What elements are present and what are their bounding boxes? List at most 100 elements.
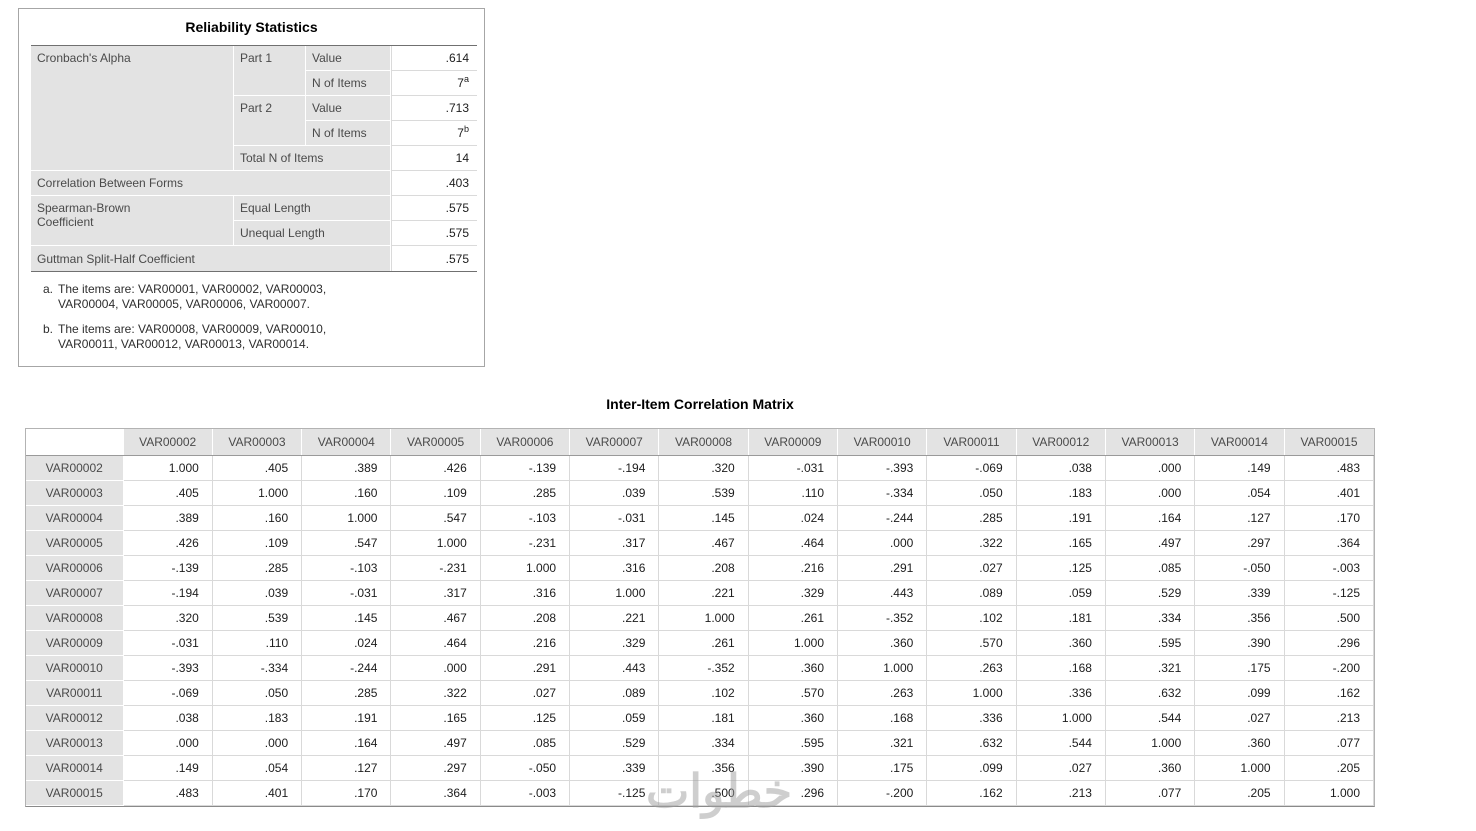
matrix-col-header: VAR00014 [1194, 429, 1285, 456]
matrix-cell: .296 [1283, 629, 1375, 656]
table-row: Part 2 Value .713 [31, 96, 477, 146]
matrix-cell: -.050 [1194, 554, 1285, 581]
matrix-cell: .000 [122, 729, 213, 756]
matrix-cell: .483 [1283, 454, 1375, 481]
matrix-cell: .405 [122, 479, 213, 506]
stat-value-number: 7 [457, 126, 464, 140]
stat-label-guttman: Guttman Split-Half Coefficient [31, 246, 391, 271]
footnote-b: b. The items are: VAR00008, VAR00009, VA… [43, 322, 474, 352]
matrix-cell: 1.000 [747, 629, 839, 656]
matrix-col-header: VAR00005 [390, 429, 481, 456]
matrix-row: VAR00009 -.031.110.024.464.216.329.261 1.0… [26, 629, 1375, 656]
matrix-body: VAR00002 1.000.405.389.426 -.139 -.194.320-… [26, 454, 1375, 806]
matrix-cell: 1.000 [1194, 754, 1285, 781]
matrix-cell: .389 [122, 504, 213, 531]
matrix-cell: .322 [390, 679, 481, 706]
stat-label-spearman-brown: Spearman-Brown Coefficient [31, 196, 234, 246]
matrix-cell: .221 [569, 604, 660, 631]
matrix-cell: .364 [390, 779, 481, 806]
stat-value-part1-value: .614 [391, 46, 477, 71]
matrix-cell: .360 [747, 654, 839, 681]
matrix-cell: .145 [658, 504, 749, 531]
matrix-row: VAR00011 -.069.050.285.322.027.089.102.57… [26, 679, 1375, 706]
stat-value-total-n: 14 [391, 146, 477, 171]
matrix-cell: -.139 [479, 454, 571, 481]
matrix-cell: .181 [658, 704, 749, 731]
matrix-cell: -.003 [1283, 554, 1375, 581]
matrix-cell: .168 [836, 704, 928, 731]
matrix-row-label: VAR00005 [26, 529, 124, 555]
matrix-row-label: VAR00009 [26, 629, 124, 655]
footnote-marker: b. [43, 322, 54, 336]
reliability-table: Cronbach's Alpha Part 1 Value .614 N of … [31, 45, 477, 272]
matrix-cell: -.194 [122, 579, 213, 606]
matrix-cell: -.231 [479, 529, 571, 556]
matrix-cell: .426 [390, 454, 481, 481]
matrix-cell: .050 [211, 679, 303, 706]
matrix-col-header: VAR00015 [1283, 429, 1374, 456]
matrix-cell: .497 [1104, 529, 1196, 556]
matrix-cell: 1.000 [926, 679, 1017, 706]
matrix-cell: .547 [390, 504, 481, 531]
matrix-cell: .339 [569, 754, 660, 781]
matrix-title: Inter-Item Correlation Matrix [606, 396, 794, 412]
matrix-row-label: VAR00014 [26, 754, 124, 780]
matrix-row: VAR00013.000.000.164.497.085.529.334.595… [26, 729, 1375, 756]
matrix-row: VAR00014.149.054.127.297 -.050.339.356.39… [26, 754, 1375, 781]
matrix-cell: .208 [479, 604, 571, 631]
matrix-cell: .321 [1104, 654, 1196, 681]
matrix-cell: .039 [211, 579, 303, 606]
matrix-row: VAR00003.405 1.000.160.109.285.039.539.11… [26, 479, 1375, 506]
matrix-cell: .322 [926, 529, 1017, 556]
matrix-row: VAR00006 -.139.285 -.103 -.231 1.000.316.208… [26, 554, 1375, 581]
stat-label-total-n: Total N of Items [234, 146, 391, 171]
stat-label-cronbach: Cronbach's Alpha [31, 46, 234, 171]
matrix-cell: -.352 [836, 604, 928, 631]
matrix-cell: .099 [1194, 679, 1285, 706]
matrix-cell: .168 [1015, 654, 1106, 681]
matrix-col-header: VAR00004 [301, 429, 391, 456]
table-row: Correlation Between Forms .403 [31, 171, 477, 196]
matrix-cell: .539 [211, 604, 303, 631]
matrix-cell: 1.000 [211, 479, 303, 506]
matrix-col-header: VAR00006 [479, 429, 570, 456]
matrix-cell: 1.000 [1104, 729, 1196, 756]
footnote-marker: a. [43, 282, 54, 296]
matrix-cell: -.031 [747, 454, 839, 481]
matrix-cell: .467 [390, 604, 481, 631]
matrix-col-header: VAR00007 [569, 429, 659, 456]
matrix-cell: .027 [1194, 704, 1285, 731]
matrix-col-header: VAR00012 [1015, 429, 1106, 456]
stat-value-equal-length: .575 [391, 196, 477, 221]
matrix-cell: .213 [1283, 704, 1375, 731]
matrix-cell: -.125 [569, 779, 660, 806]
matrix-cell: .497 [390, 729, 481, 756]
matrix-cell: 1.000 [658, 604, 749, 631]
matrix-cell: .205 [1283, 754, 1375, 781]
matrix-cell: .127 [1194, 504, 1285, 531]
matrix-cell: .320 [658, 454, 749, 481]
matrix-col-header: VAR00009 [747, 429, 838, 456]
matrix-cell: .110 [211, 629, 303, 656]
matrix-row-label: VAR00003 [26, 479, 124, 505]
matrix-cell: .329 [747, 579, 839, 606]
matrix-cell: .356 [1194, 604, 1285, 631]
matrix-cell: .285 [211, 554, 303, 581]
matrix-cell: .426 [122, 529, 213, 556]
matrix-cell: -.393 [836, 454, 928, 481]
matrix-cell: .467 [658, 529, 749, 556]
matrix-cell: .089 [926, 579, 1017, 606]
matrix-cell: .336 [926, 704, 1017, 731]
matrix-cell: .285 [926, 504, 1017, 531]
stat-value-guttman: .575 [391, 246, 477, 271]
matrix-cell: -.200 [836, 779, 928, 806]
matrix-col-header: VAR00003 [211, 429, 302, 456]
matrix-cell: .000 [211, 729, 303, 756]
matrix-cell: .570 [926, 629, 1017, 656]
stat-value-unequal-length: .575 [391, 221, 477, 246]
matrix-row: VAR00008.320.539.145.467.208.221 1.000.26… [26, 604, 1375, 631]
matrix-cell: .317 [390, 579, 481, 606]
matrix-cell: .296 [747, 779, 839, 806]
matrix-cell: .039 [569, 479, 660, 506]
stat-label-part1: Part 1 [234, 46, 306, 96]
